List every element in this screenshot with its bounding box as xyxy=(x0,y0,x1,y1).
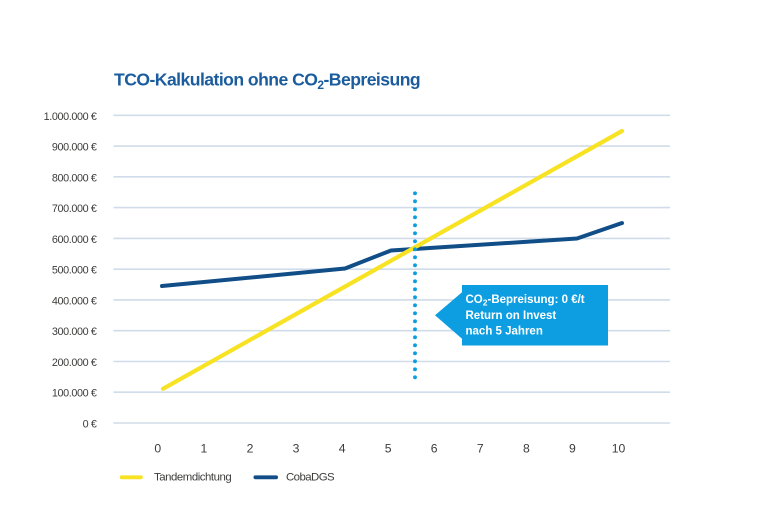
svg-text:3: 3 xyxy=(293,441,300,455)
svg-text:9: 9 xyxy=(569,441,576,455)
svg-text:6: 6 xyxy=(431,441,438,455)
svg-text:0 €: 0 € xyxy=(83,419,97,431)
svg-text:nach 5 Jahren: nach 5 Jahren xyxy=(466,326,543,338)
svg-text:600.000 €: 600.000 € xyxy=(52,234,97,246)
svg-text:4: 4 xyxy=(339,441,346,455)
svg-text:1.000.000 €: 1.000.000 € xyxy=(44,111,97,123)
svg-text:CobaDGS: CobaDGS xyxy=(286,472,335,484)
svg-text:200.000 €: 200.000 € xyxy=(52,357,97,369)
svg-text:700.000 €: 700.000 € xyxy=(52,203,97,215)
svg-text:CO2-Bepreisung: 0 €/t: CO2-Bepreisung: 0 €/t xyxy=(466,294,585,308)
svg-text:5: 5 xyxy=(385,441,392,455)
svg-text:300.000 €: 300.000 € xyxy=(52,326,97,338)
svg-text:Return on Invest: Return on Invest xyxy=(466,310,557,322)
svg-text:0: 0 xyxy=(154,441,161,455)
svg-text:10: 10 xyxy=(612,441,626,455)
svg-text:8: 8 xyxy=(523,441,530,455)
svg-text:1: 1 xyxy=(201,441,208,455)
svg-text:800.000 €: 800.000 € xyxy=(52,172,97,184)
svg-text:500.000 €: 500.000 € xyxy=(52,265,97,277)
svg-text:TCO-Kalkulation ohne CO2-Bepre: TCO-Kalkulation ohne CO2-Bepreisung xyxy=(114,70,420,93)
svg-text:100.000 €: 100.000 € xyxy=(52,388,97,400)
svg-text:900.000 €: 900.000 € xyxy=(52,142,97,154)
svg-text:400.000 €: 400.000 € xyxy=(52,295,97,307)
svg-text:2: 2 xyxy=(247,441,254,455)
svg-text:Tandemdichtung: Tandemdichtung xyxy=(154,472,231,484)
svg-text:7: 7 xyxy=(477,441,484,455)
